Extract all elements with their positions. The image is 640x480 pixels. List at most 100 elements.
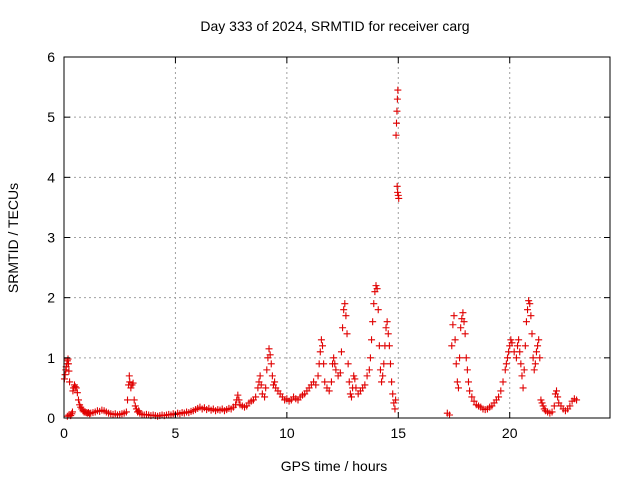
data-point [525, 297, 533, 305]
data-point [538, 399, 546, 407]
data-point [369, 318, 377, 326]
data-point [314, 372, 322, 380]
data-point [512, 354, 520, 362]
data-point [503, 354, 511, 362]
data-point [464, 378, 472, 386]
data-point [446, 411, 454, 419]
y-axis-label: SRMTID / TECUs [5, 183, 21, 293]
data-point [539, 402, 547, 410]
data-point [265, 345, 273, 353]
data-point [573, 396, 581, 404]
axes: 0 5 10 15 20 0 1 2 3 4 5 6 [47, 49, 610, 441]
data-point [457, 324, 465, 332]
data-point [532, 348, 540, 356]
data-point [363, 372, 371, 380]
data-point [450, 312, 458, 320]
data-point [234, 391, 242, 399]
data-point [519, 384, 527, 392]
data-point [368, 336, 376, 344]
data-point [395, 194, 403, 202]
data-point [507, 336, 515, 344]
data-point [462, 354, 470, 362]
data-point [394, 188, 402, 196]
data-point [63, 412, 71, 420]
data-point [460, 318, 468, 326]
data-point [268, 372, 276, 380]
data-point [566, 402, 574, 410]
data-point [74, 396, 82, 404]
data-point [536, 354, 544, 362]
data-point [393, 107, 401, 115]
y-tick-label: 5 [47, 109, 55, 125]
data-point [470, 397, 478, 405]
data-point [540, 405, 548, 413]
data-point [346, 390, 354, 398]
data-point [451, 336, 459, 344]
data-point [331, 360, 339, 368]
data-point [344, 360, 352, 368]
data-point [122, 408, 130, 416]
data-point [526, 300, 534, 308]
data-point [73, 389, 81, 397]
data-point [514, 342, 522, 350]
data-point [379, 372, 387, 380]
data-point [497, 387, 505, 395]
data-point [393, 95, 401, 103]
plot-frame [63, 56, 611, 419]
data-point [312, 381, 320, 389]
data-point [235, 396, 243, 404]
data-point [319, 342, 327, 350]
data-point [384, 330, 392, 338]
data-point [129, 379, 137, 387]
data-point [380, 360, 388, 368]
data-point [327, 378, 335, 386]
y-tick-label: 0 [47, 410, 55, 426]
x-tick-label: 10 [279, 425, 295, 441]
data-point [517, 360, 525, 368]
data-point [393, 182, 401, 190]
data-point [131, 402, 139, 410]
data-point [266, 351, 274, 359]
data-point [524, 306, 532, 314]
x-tick-label: 5 [172, 425, 180, 441]
data-point [72, 384, 80, 392]
data-point [386, 360, 394, 368]
data-point [130, 396, 138, 404]
data-point [535, 336, 543, 344]
data-point [459, 309, 467, 317]
data-point [61, 371, 69, 379]
data-point [352, 384, 360, 392]
x-tick-label: 0 [60, 425, 68, 441]
data-point [320, 360, 328, 368]
y-tick-label: 1 [47, 350, 55, 366]
data-point [550, 402, 558, 410]
data-point [345, 378, 353, 386]
data-point [339, 324, 347, 332]
data-point [502, 360, 510, 368]
data-point [343, 330, 351, 338]
y-tick-label: 6 [47, 49, 55, 65]
data-point [530, 366, 538, 374]
data-point [330, 354, 338, 362]
data-point [389, 390, 397, 398]
data-point [257, 381, 265, 389]
data-point [553, 387, 561, 395]
data-point [351, 375, 359, 383]
data-point [495, 393, 503, 401]
data-point [365, 366, 373, 374]
data-point [548, 408, 556, 416]
data-point [125, 372, 133, 380]
data-point [263, 366, 271, 374]
x-tick-label: 20 [502, 425, 518, 441]
data-point [537, 396, 545, 404]
data-point [393, 119, 401, 127]
data-point [256, 372, 264, 380]
data-point [383, 318, 391, 326]
data-point [63, 357, 71, 365]
data-point [454, 384, 462, 392]
data-point [271, 378, 279, 386]
data-point [321, 378, 329, 386]
data-point [342, 312, 350, 320]
data-point [527, 312, 535, 320]
